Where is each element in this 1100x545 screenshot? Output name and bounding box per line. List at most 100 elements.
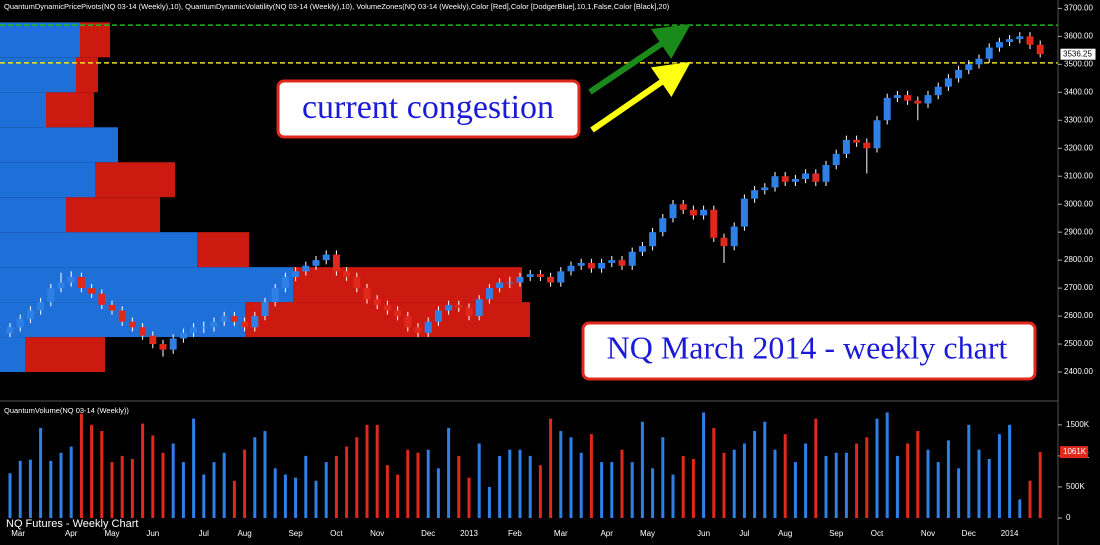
volume-bar bbox=[436, 468, 440, 518]
candle-body bbox=[424, 321, 432, 333]
annotation: current congestion bbox=[302, 89, 554, 126]
volume-bar bbox=[834, 452, 838, 518]
y-tick-label: 3100.00 bbox=[1064, 171, 1093, 180]
volume-bar bbox=[855, 443, 859, 518]
volume-bar bbox=[702, 412, 706, 518]
volume-bar bbox=[130, 459, 134, 518]
candle-body bbox=[281, 276, 289, 289]
y-tick-label: 3200.00 bbox=[1064, 143, 1093, 152]
volume-bar bbox=[681, 455, 685, 518]
candle-body bbox=[394, 310, 402, 317]
volume-bar bbox=[579, 452, 583, 518]
volume-bar bbox=[1028, 480, 1032, 518]
candle-body bbox=[924, 95, 932, 104]
x-tick-label: Aug bbox=[778, 529, 792, 538]
volume-bar bbox=[742, 443, 746, 518]
y-tick-label: 3600.00 bbox=[1064, 31, 1093, 40]
volume-bar bbox=[487, 486, 491, 518]
x-tick-label: Feb bbox=[508, 529, 522, 538]
volume-bar bbox=[18, 460, 22, 518]
v-tick-label: 0 bbox=[1066, 513, 1071, 522]
last-price-label: 3536.25 bbox=[1063, 49, 1092, 58]
candle-body bbox=[832, 153, 840, 166]
candle-body bbox=[689, 209, 697, 216]
candle-body bbox=[261, 302, 269, 317]
y-tick-label: 2600.00 bbox=[1064, 311, 1093, 320]
candle-body bbox=[628, 251, 636, 266]
candle-body bbox=[210, 321, 218, 328]
x-tick-label: May bbox=[640, 529, 655, 538]
candle-body bbox=[302, 265, 310, 272]
x-tick-label: Mar bbox=[11, 529, 25, 538]
volume-bar bbox=[243, 449, 247, 518]
candle-body bbox=[516, 276, 524, 283]
candle-body bbox=[159, 344, 167, 350]
volume-bar bbox=[793, 462, 797, 518]
volume-bar bbox=[946, 440, 950, 518]
volume-bar bbox=[977, 449, 981, 518]
candle-body bbox=[802, 173, 810, 180]
candle-body bbox=[67, 276, 75, 283]
x-tick-label: Aug bbox=[237, 529, 251, 538]
volume-bar bbox=[620, 449, 624, 518]
candle-body bbox=[547, 276, 555, 283]
candle-body bbox=[791, 179, 799, 182]
x-tick-label: Mar bbox=[554, 529, 568, 538]
volume-bar bbox=[814, 418, 818, 518]
x-tick-label: May bbox=[104, 529, 119, 538]
v-tick-label: 500K bbox=[1066, 482, 1085, 491]
candle-body bbox=[761, 187, 769, 191]
x-tick-label: Jul bbox=[739, 529, 749, 538]
candle-body bbox=[1036, 44, 1044, 55]
arrow-yellow bbox=[590, 61, 691, 133]
v-tick-label: 1500K bbox=[1066, 420, 1090, 429]
volume-bar bbox=[110, 462, 114, 518]
x-tick-label: Nov bbox=[921, 529, 935, 538]
x-tick-label: Oct bbox=[330, 529, 343, 538]
volume-bar bbox=[396, 474, 400, 518]
candle-body bbox=[88, 288, 96, 294]
volume-bar bbox=[8, 473, 12, 518]
volume-bar bbox=[763, 421, 767, 518]
candle-body bbox=[332, 254, 340, 272]
candle-body bbox=[16, 318, 24, 328]
candle-body bbox=[475, 299, 483, 317]
volume-bar bbox=[895, 455, 899, 518]
volume-bar bbox=[508, 449, 512, 518]
zone-buy bbox=[0, 232, 197, 268]
candle-body bbox=[322, 254, 330, 261]
volume-bar bbox=[936, 462, 940, 518]
candle-body bbox=[771, 176, 779, 188]
volume-title: QuantumVolume(NQ 03-14 (Weekly)) bbox=[4, 406, 129, 415]
volume-bar bbox=[691, 459, 695, 518]
volume-bar bbox=[957, 468, 961, 518]
candle-body bbox=[669, 204, 677, 219]
zone-buy bbox=[0, 267, 293, 303]
candle-body bbox=[536, 274, 544, 277]
volume-bar bbox=[865, 437, 869, 518]
indicator-header: QuantumDynamicPricePivots(NQ 03-14 (Week… bbox=[4, 2, 670, 11]
candle-body bbox=[383, 304, 391, 311]
candle-body bbox=[445, 304, 453, 311]
candle-body bbox=[842, 139, 850, 154]
candle-body bbox=[149, 335, 157, 345]
volume-bar bbox=[1038, 452, 1042, 518]
volume-bar bbox=[467, 477, 471, 518]
candle-body bbox=[1006, 39, 1014, 42]
candle-body bbox=[271, 288, 279, 303]
volume-bar bbox=[804, 443, 808, 518]
volume-bar bbox=[90, 424, 94, 518]
volume-bar bbox=[640, 421, 644, 518]
volume-bar bbox=[589, 434, 593, 518]
volume-bar bbox=[885, 412, 889, 518]
volume-bar bbox=[997, 434, 1001, 518]
volume-bar bbox=[844, 452, 848, 518]
candle-body bbox=[169, 338, 177, 350]
volume-bar bbox=[926, 449, 930, 518]
candle-body bbox=[965, 64, 973, 70]
last-volume-label: 1061K bbox=[1063, 447, 1087, 456]
volume-bar bbox=[59, 452, 63, 518]
volume-bar bbox=[212, 462, 216, 518]
volume-bar bbox=[906, 443, 910, 518]
